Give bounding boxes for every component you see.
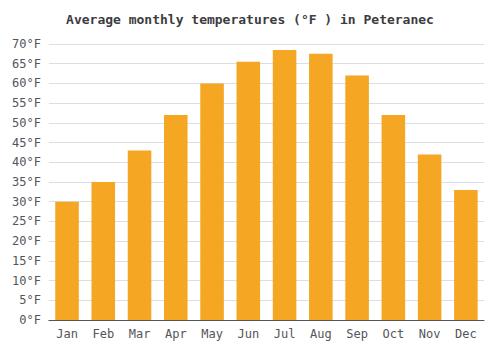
svg-text:15°F: 15°F <box>12 254 41 268</box>
svg-text:10°F: 10°F <box>12 274 41 288</box>
svg-text:Sep: Sep <box>346 327 368 341</box>
svg-text:Mar: Mar <box>129 327 151 341</box>
svg-text:40°F: 40°F <box>12 155 41 169</box>
svg-text:Nov: Nov <box>419 327 441 341</box>
svg-text:May: May <box>201 327 223 341</box>
svg-text:Dec: Dec <box>455 327 477 341</box>
svg-text:45°F: 45°F <box>12 136 41 150</box>
svg-text:60°F: 60°F <box>12 76 41 90</box>
svg-text:25°F: 25°F <box>12 214 41 228</box>
svg-text:0°F: 0°F <box>19 313 41 327</box>
svg-text:Aug: Aug <box>310 327 332 341</box>
svg-text:30°F: 30°F <box>12 195 41 209</box>
svg-text:Apr: Apr <box>165 327 187 341</box>
svg-text:5°F: 5°F <box>19 293 41 307</box>
svg-text:Feb: Feb <box>92 327 114 341</box>
svg-text:35°F: 35°F <box>12 175 41 189</box>
svg-text:65°F: 65°F <box>12 57 41 71</box>
svg-text:Jan: Jan <box>56 327 78 341</box>
svg-text:55°F: 55°F <box>12 96 41 110</box>
svg-text:Jun: Jun <box>237 327 259 341</box>
svg-text:Oct: Oct <box>383 327 405 341</box>
svg-text:20°F: 20°F <box>12 234 41 248</box>
svg-text:Jul: Jul <box>274 327 296 341</box>
svg-text:50°F: 50°F <box>12 116 41 130</box>
svg-text:Average monthly temperatures (: Average monthly temperatures (°F ) in Pe… <box>66 12 434 27</box>
svg-text:70°F: 70°F <box>12 37 41 51</box>
